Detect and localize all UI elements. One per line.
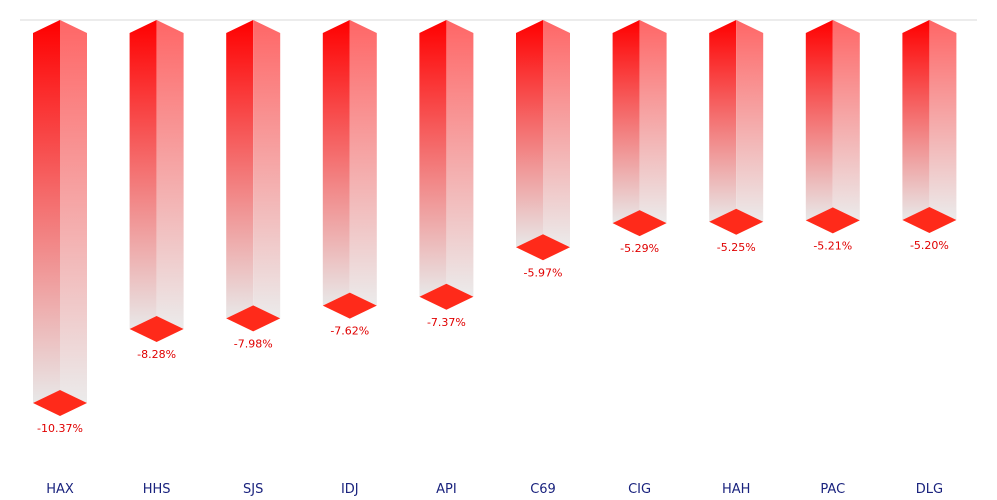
bar-cap (709, 208, 764, 235)
bar-cap (33, 390, 87, 416)
bar-cap (226, 305, 281, 332)
bar-pac (805, 20, 860, 234)
bar-dlg (902, 20, 957, 233)
bar-front-face (516, 20, 543, 248)
category-label: DLG (916, 482, 943, 497)
bar-front-face (902, 20, 930, 220)
bar-front-face (612, 20, 640, 224)
category-label: C69 (530, 482, 556, 497)
category-label: CIG (628, 482, 651, 497)
bar-side-face (60, 20, 87, 403)
value-label: -7.62% (330, 325, 369, 338)
bar-front-face (419, 20, 447, 297)
bar-side-face (253, 20, 281, 319)
category-label: SJS (243, 482, 263, 497)
bar-front-face (226, 20, 254, 319)
bar-front-face (805, 20, 833, 221)
bar-sjs (226, 20, 281, 332)
value-label: -7.37% (427, 316, 466, 329)
bar-idj (322, 20, 377, 319)
value-label: -5.25% (717, 241, 756, 254)
bar-cap (129, 316, 184, 343)
value-label: -5.29% (620, 242, 659, 255)
category-label: HHS (143, 482, 171, 497)
bars-group (33, 20, 957, 416)
bar-c69 (516, 20, 570, 261)
bar-cap (612, 210, 667, 237)
bar-cap (419, 283, 474, 310)
value-label: -10.37% (37, 422, 83, 435)
bar-hax (33, 20, 87, 416)
bar-side-face (543, 20, 570, 248)
bar-hah (709, 20, 764, 235)
value-label: -5.97% (524, 266, 563, 279)
bar-side-face (736, 20, 764, 222)
bar-front-face (33, 20, 60, 403)
value-label: -7.98% (234, 337, 273, 350)
category-labels-group: HAX HHS SJS IDJ API C69 CIG HAH PAC DLG (46, 482, 943, 497)
bar-cig (612, 20, 667, 237)
category-label: PAC (820, 482, 845, 497)
bar-side-face (156, 20, 184, 330)
category-label: HAX (46, 482, 74, 497)
bar-side-face (349, 20, 377, 306)
bar-side-face (832, 20, 860, 221)
value-label: -5.21% (813, 239, 852, 252)
bar-cap (322, 292, 377, 319)
bar-front-face (129, 20, 157, 330)
category-label: IDJ (341, 482, 359, 497)
bar-side-face (446, 20, 474, 297)
bar-side-face (929, 20, 957, 220)
bar-cap (805, 207, 860, 234)
value-labels-group: -10.37% -8.28% -7.98% -7.62% -7.37% -5.97% -5.… (37, 239, 949, 435)
bar-api (419, 20, 474, 310)
bar-cap (516, 234, 570, 261)
bar-hhs (129, 20, 184, 343)
bar-front-face (709, 20, 737, 222)
category-label: API (436, 482, 457, 497)
value-label: -8.28% (137, 348, 176, 361)
bar-cap (902, 207, 957, 233)
bar-front-face (322, 20, 350, 306)
value-label: -5.20% (910, 239, 949, 252)
bar-side-face (639, 20, 667, 224)
category-label: HAH (722, 482, 750, 497)
